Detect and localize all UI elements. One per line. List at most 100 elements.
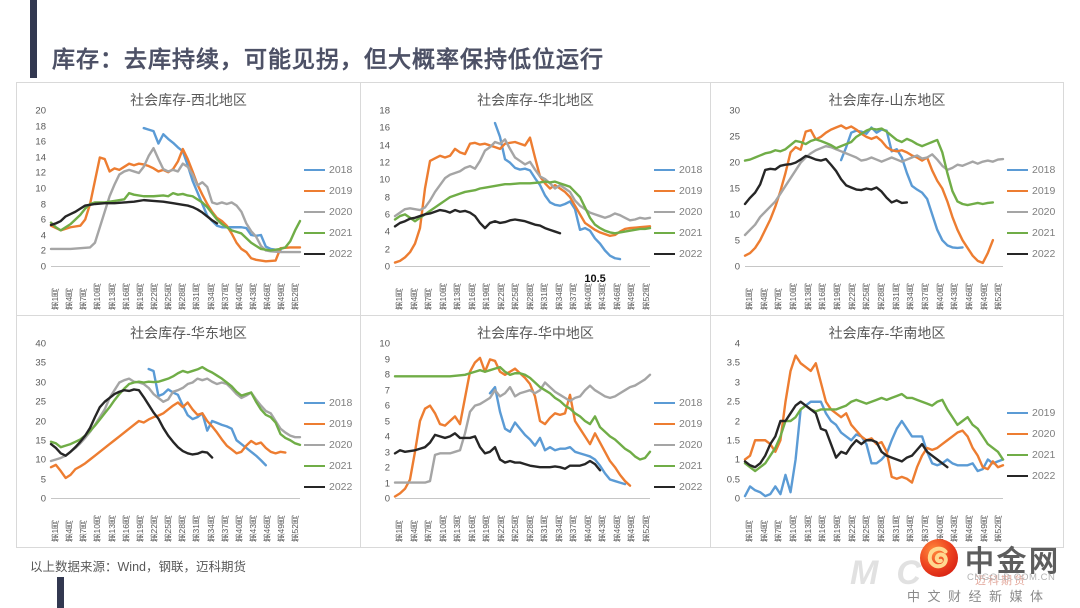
legend-swatch-icon <box>654 485 675 488</box>
series-line-2022 <box>395 433 600 470</box>
charts-grid: 社会库存-西北地区 20 18 16 14 12 10 8 6 4 2 0 第1周 第4周 第7周 第10周第… <box>16 82 1064 548</box>
x-tick-label: 第49周 <box>276 515 287 542</box>
x-tick-label: 第43周 <box>247 515 258 542</box>
x-tick-label: 第28周 <box>524 515 535 542</box>
legend-swatch-icon <box>304 211 325 213</box>
series-line-2021 <box>395 182 650 234</box>
y-tick-label: 5 <box>734 235 740 247</box>
legend-item-2018: 2018 <box>304 397 358 409</box>
legend-label: 2021 <box>329 227 353 239</box>
x-tick-label: 第19周 <box>832 515 843 542</box>
plot-area <box>745 344 1003 499</box>
y-tick-label: 10 <box>379 338 390 350</box>
legend-label: 2019 <box>329 417 353 430</box>
legend-label: 2019 <box>1032 185 1056 197</box>
y-tick-label: 4 <box>384 226 390 238</box>
x-tick-label: 第43周 <box>597 515 607 542</box>
legend-swatch-icon <box>1007 190 1028 192</box>
x-tick-label: 第10周 <box>92 283 103 310</box>
x-tick-label: 第34周 <box>553 283 564 310</box>
x-tick-label: 第40周 <box>233 283 244 310</box>
title-accent-bar <box>30 0 37 78</box>
y-tick-label: 0 <box>384 493 390 505</box>
legend-item-2018: 2018 <box>654 164 708 176</box>
x-tick-label: 第46周 <box>611 283 622 310</box>
legend-item-2022: 2022 <box>654 248 708 260</box>
legend-item-2020: 2020 <box>1007 428 1061 440</box>
chart-area: 40 35 30 25 20 15 10 5 0 第1周 第4周 第7周 第10周 第13周 第16周 第19… <box>19 339 358 545</box>
legend-swatch-icon <box>654 211 675 213</box>
y-tick-label: 20 <box>35 416 46 427</box>
y-axis: 10 9 8 7 6 5 4 3 2 1 0 <box>363 339 395 505</box>
x-tick-label: 第1周 <box>394 288 404 310</box>
x-tick-label: 第16周 <box>466 515 477 542</box>
x-tick-label: 第1周 <box>394 520 404 542</box>
x-tick-label: 第37周 <box>568 515 578 542</box>
chart-title: 社会库存-华南地区 <box>828 325 946 341</box>
x-tick-label: 第34周 <box>553 515 564 542</box>
y-tick-label: 1 <box>734 454 740 466</box>
y-tick-label: 2 <box>734 416 740 427</box>
x-tick-label: 第10周 <box>437 515 448 542</box>
legend-swatch-icon <box>654 190 675 192</box>
y-tick-label: 35 <box>35 357 46 369</box>
series-line-2021 <box>395 367 650 459</box>
x-tick-label: 第13周 <box>452 515 462 542</box>
legend-label: 2019 <box>329 185 353 197</box>
y-tick-label: 20 <box>35 105 46 117</box>
legend-swatch-icon <box>304 169 325 171</box>
x-tick-label: 第19周 <box>134 283 145 310</box>
legend-label: 2022 <box>679 480 703 493</box>
x-tick-label: 第25周 <box>163 515 174 542</box>
y-tick-label: 15 <box>35 435 46 447</box>
x-tick-label: 第22周 <box>148 515 159 542</box>
x-tick-label: 第19周 <box>134 515 145 542</box>
y-tick-label: 14 <box>35 152 46 164</box>
y-tick-label: 18 <box>35 121 46 133</box>
x-tick-label: 第7周 <box>423 520 433 542</box>
x-tick-label: 第25周 <box>861 515 872 542</box>
chart-panel-3: 社会库存-山东地区 30 25 20 15 10 5 0 第1周 第4周 第7周 第10周 第13周 第1… <box>711 83 1063 316</box>
legend-label: 2021 <box>679 227 703 239</box>
plot-area <box>51 344 300 499</box>
series-line-2018 <box>841 128 962 248</box>
x-tick-label: 第52周 <box>290 515 301 542</box>
y-tick-label: 0 <box>40 493 46 505</box>
x-tick-label: 第25周 <box>163 283 174 310</box>
y-tick-label: 16 <box>379 122 390 134</box>
y-axis: 30 25 20 15 10 5 0 <box>713 106 745 273</box>
series-line-2020 <box>51 148 300 252</box>
legend-item-2018: 2018 <box>1007 164 1061 176</box>
y-tick-label: 6 <box>384 400 390 412</box>
series-line-2019 <box>745 402 1003 496</box>
series-line-2021 <box>51 367 300 447</box>
maike-watermark-cn: 迈科期货 <box>975 575 1027 587</box>
legend-label: 2021 <box>329 459 353 472</box>
x-axis: 第1周 第4周 第7周 第10周 第13周 第16周 第19周 第22周 第25周 第28周 第31… <box>394 499 651 545</box>
series-line-2021 <box>745 129 993 205</box>
legend-item-2021: 2021 <box>1007 227 1061 239</box>
y-tick-label: 20 <box>729 157 740 169</box>
chart-title: 社会库存-山东地区 <box>828 92 946 108</box>
x-tick-label: 第52周 <box>290 283 301 310</box>
data-source-note: 以上数据来源：Wind，钢联，迈科期货 <box>30 560 246 574</box>
y-tick-label: 12 <box>35 167 46 179</box>
x-tick-label: 第13周 <box>106 283 117 310</box>
y-tick-label: 3 <box>734 377 740 389</box>
legend: 2018 2019 2020 2021 2022 <box>300 111 358 313</box>
chart-title: 社会库存-华北地区 <box>477 92 594 108</box>
y-tick-label: 2.5 <box>726 396 740 408</box>
series-line-2018 <box>490 387 625 484</box>
series-line-2020 <box>745 146 1003 235</box>
y-tick-label: 3.5 <box>726 357 740 369</box>
legend-item-2019: 2019 <box>1007 407 1061 419</box>
series-line-2022 <box>395 210 560 233</box>
y-tick-label: 10 <box>35 454 46 466</box>
legend-label: 2022 <box>329 248 353 260</box>
y-tick-label: 0 <box>384 261 390 273</box>
series-line-2019 <box>51 403 285 478</box>
y-tick-label: 40 <box>35 338 46 350</box>
plot-svg <box>745 344 1003 498</box>
plot-svg <box>395 111 650 266</box>
y-tick-label: 10 <box>729 209 740 221</box>
